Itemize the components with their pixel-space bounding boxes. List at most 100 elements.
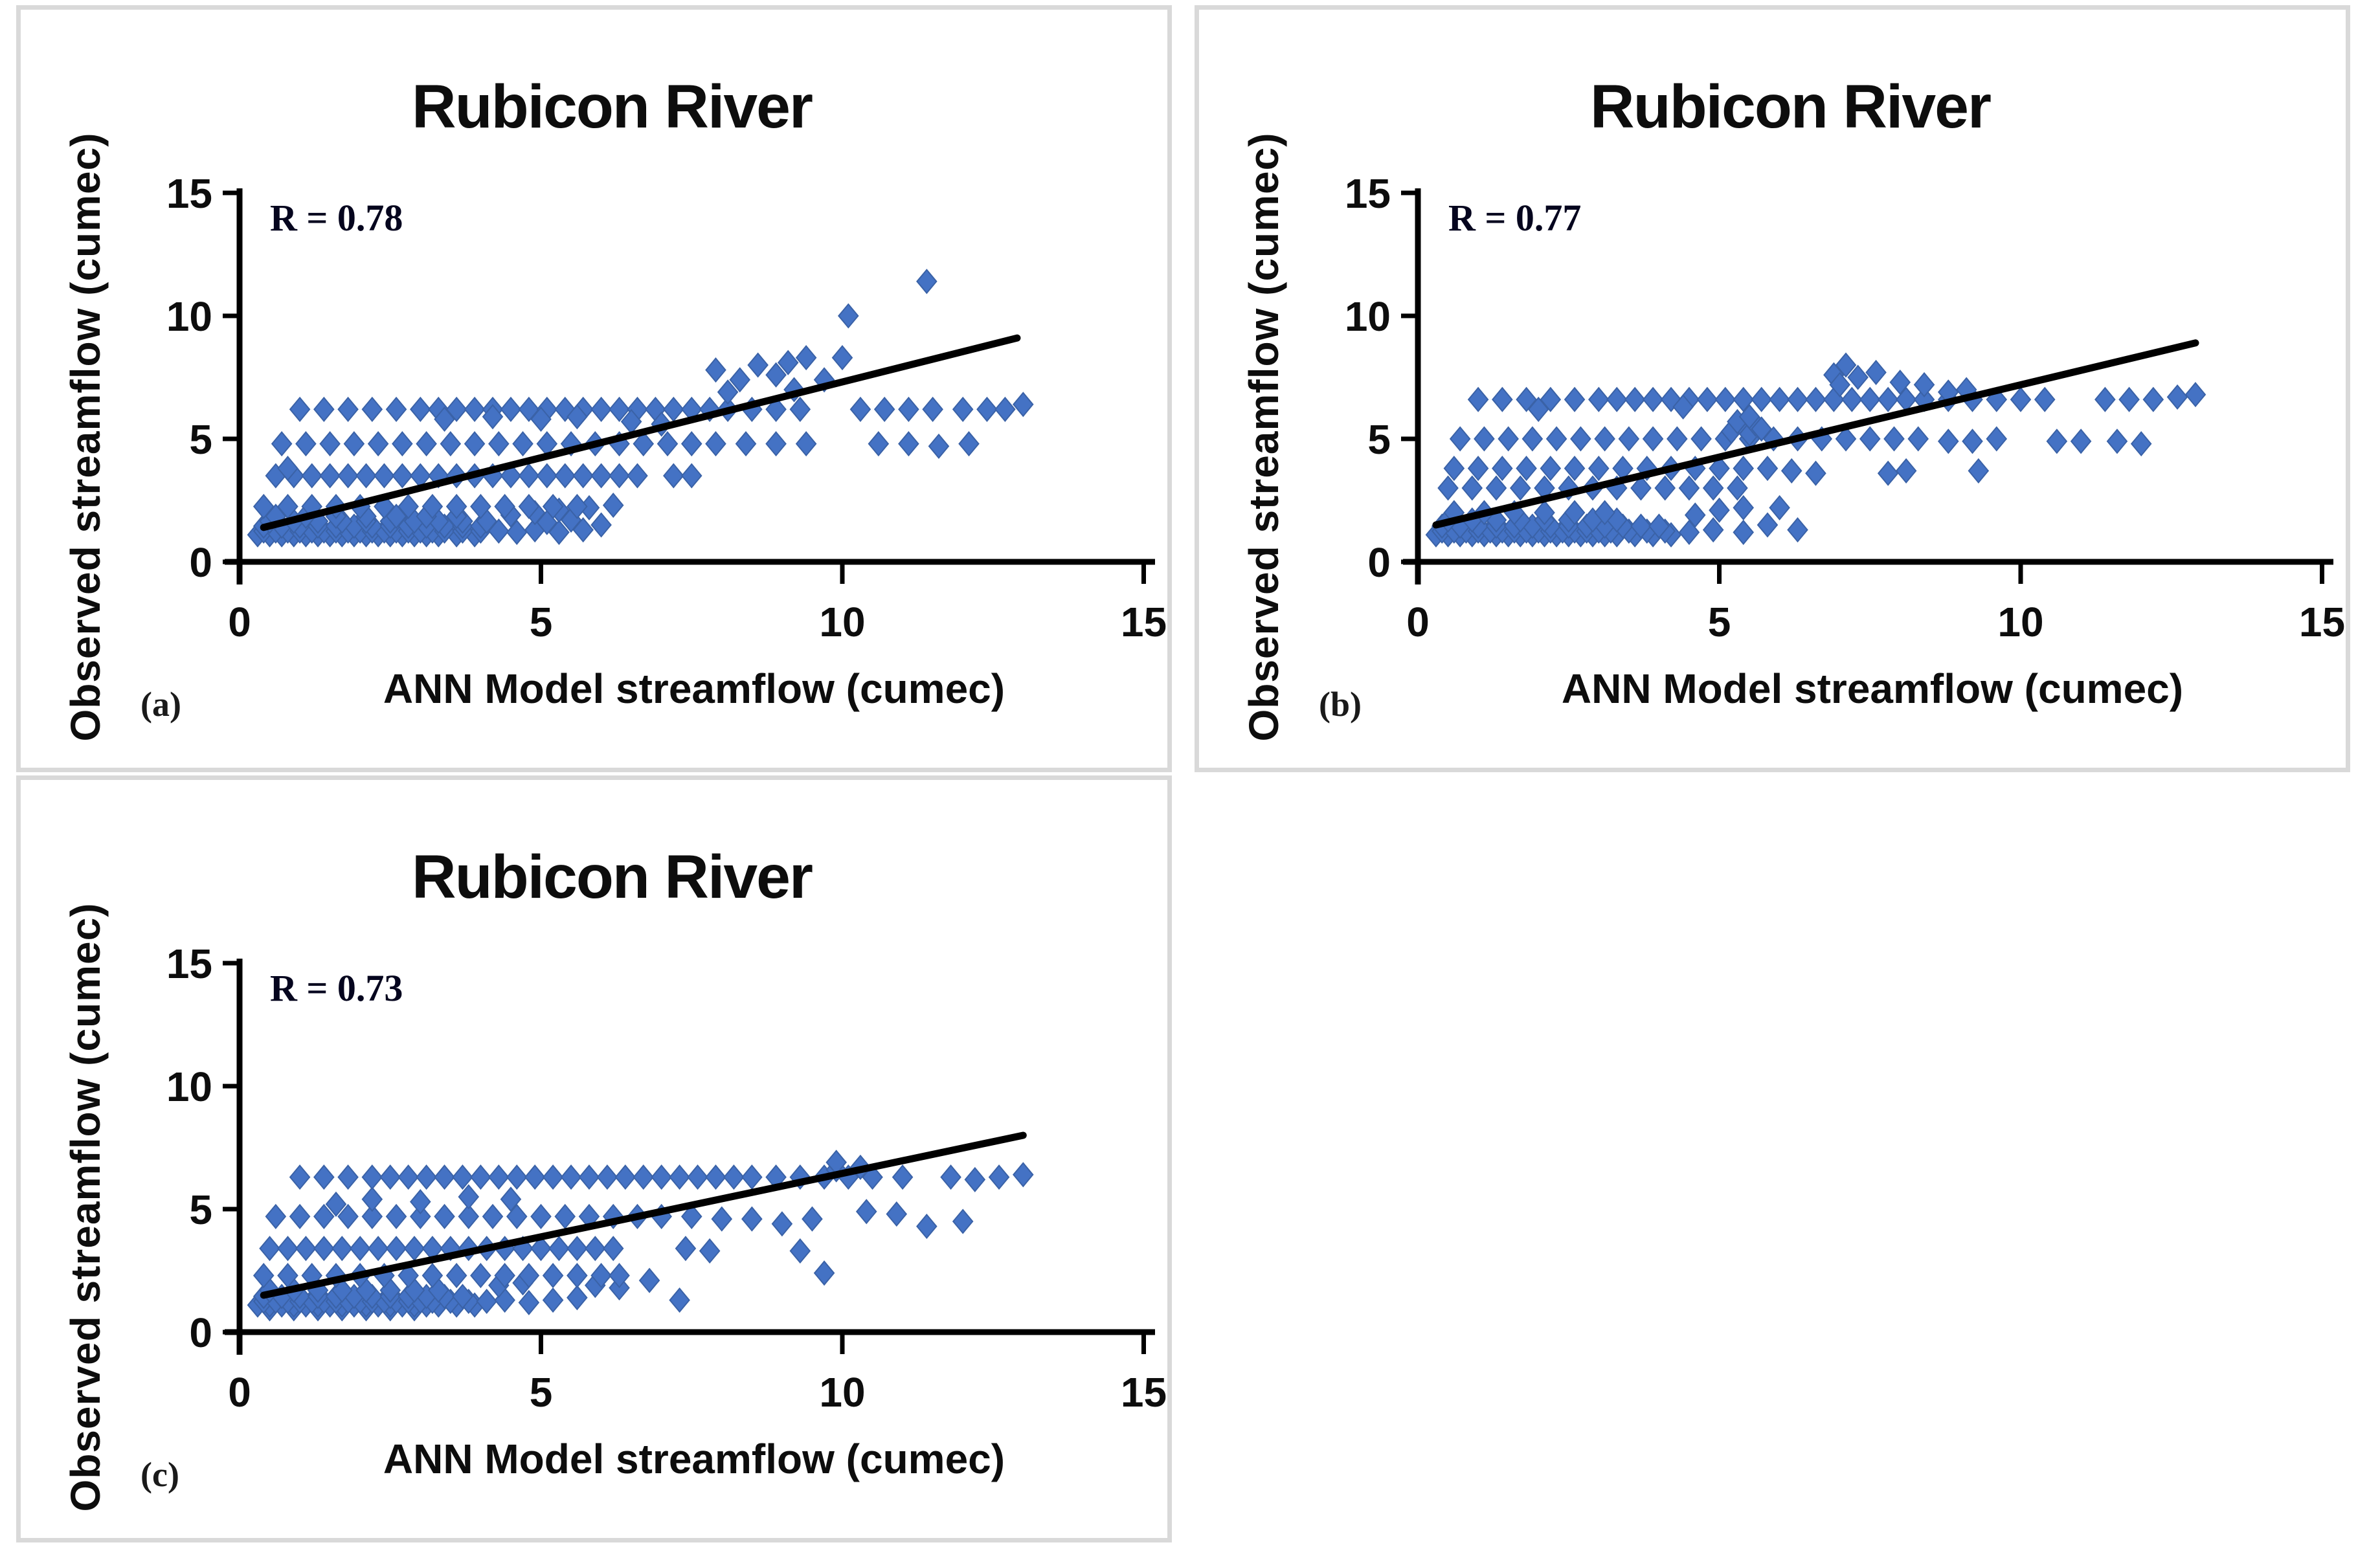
scatter-point xyxy=(651,1164,673,1190)
scatter-point xyxy=(1733,495,1755,520)
scatter-point xyxy=(567,1236,588,1262)
scatter-point xyxy=(771,1211,793,1237)
panel-a: Rubicon River Observed streamflow (cumec… xyxy=(16,5,1172,772)
scatter-point xyxy=(313,1203,335,1229)
x-axis-title: ANN Model streamflow (cumec) xyxy=(1561,665,2184,712)
scatter-point xyxy=(1986,426,2008,452)
scatter-point xyxy=(542,493,564,520)
x-axis-title: ANN Model streamflow (cumec) xyxy=(383,1436,1005,1482)
scatter-point xyxy=(747,352,769,378)
scatter-point xyxy=(1630,513,1652,539)
scatter-point xyxy=(470,493,491,520)
scatter-point xyxy=(458,1184,480,1210)
scatter-point xyxy=(319,463,341,489)
scatter-point xyxy=(705,1164,726,1190)
y-tick-label: 0 xyxy=(1367,539,1391,586)
scatter-point xyxy=(398,493,419,520)
scatter-point xyxy=(1012,392,1034,417)
scatter-point xyxy=(1865,359,1887,385)
scatter-point xyxy=(464,431,486,457)
scatter-point xyxy=(729,367,751,393)
scatter-point xyxy=(1521,426,1544,452)
scatter-point xyxy=(1751,386,1772,412)
scatter-point xyxy=(337,1203,359,1229)
scatter-point xyxy=(530,1236,552,1262)
scatter-point xyxy=(1702,517,1724,543)
scatter-point xyxy=(271,431,293,457)
scatter-point xyxy=(952,396,974,422)
scatter-point xyxy=(1757,456,1779,482)
scatter-point xyxy=(470,1164,491,1190)
scatter-point xyxy=(494,1263,515,1289)
scatter-point xyxy=(506,519,528,545)
y-tick-label: 10 xyxy=(166,1063,212,1110)
scatter-point xyxy=(1594,426,1615,452)
scatter-point xyxy=(488,431,510,457)
scatter-point xyxy=(542,1263,564,1289)
scatter-point xyxy=(361,396,383,422)
scatter-point xyxy=(2010,386,2032,412)
scatter-point xyxy=(1545,426,1567,452)
scatter-point xyxy=(1654,475,1676,501)
scatter-point xyxy=(1757,512,1779,538)
scatter-point xyxy=(440,431,462,457)
scatter-point xyxy=(1738,404,1760,430)
scatter-point xyxy=(2106,428,2128,454)
scatter-point xyxy=(409,1189,431,1215)
x-tick-label: 5 xyxy=(1708,599,1731,645)
scatter-point xyxy=(409,396,431,422)
y-tick-label: 10 xyxy=(1345,293,1391,340)
scatter-point xyxy=(1467,386,1489,412)
scatter-point xyxy=(319,431,341,457)
scatter-point xyxy=(849,396,871,422)
scatter-point xyxy=(680,1203,702,1229)
scatter-point xyxy=(1787,386,1808,412)
scatter-point xyxy=(1780,458,1802,484)
x-tick-label: 0 xyxy=(228,599,251,645)
scatter-point xyxy=(1769,386,1790,412)
scatter-point xyxy=(1733,386,1755,412)
scatter-point xyxy=(958,431,980,457)
scatter-point xyxy=(614,1164,636,1190)
scatter-plot-b: 0 5 10 15 0 5 10 15 xyxy=(1345,170,2345,645)
scatter-point xyxy=(2130,431,2152,457)
scatter-point xyxy=(711,1206,733,1232)
x-tick-label: 5 xyxy=(530,1369,553,1416)
scatter-point xyxy=(916,269,937,295)
scatter-point xyxy=(2142,386,2164,412)
x-tick-label: 0 xyxy=(1406,599,1430,645)
scatter-point xyxy=(542,1164,564,1190)
scatter-point xyxy=(337,463,359,489)
scatter-point xyxy=(1540,456,1562,482)
scatter-point xyxy=(675,1236,697,1262)
x-tick-label: 15 xyxy=(2299,599,2345,645)
scatter-point xyxy=(1678,475,1700,501)
scatter-point xyxy=(1889,370,1911,395)
scatter-point xyxy=(398,1164,419,1190)
scatter-point xyxy=(421,1263,443,1289)
scatter-point xyxy=(398,1263,419,1289)
scatter-point xyxy=(374,463,395,489)
scatter-point xyxy=(530,1203,552,1229)
scatter-point xyxy=(355,463,377,489)
scatter-point xyxy=(813,1260,835,1286)
scatter-point xyxy=(567,1263,588,1289)
scatter-point xyxy=(705,431,726,457)
x-tick-label: 5 xyxy=(530,599,553,645)
scatter-point xyxy=(560,1164,582,1190)
scatter-point xyxy=(680,431,702,457)
scatter-point xyxy=(838,303,859,329)
x-tick-label: 15 xyxy=(1121,599,1167,645)
scatter-point xyxy=(403,1236,425,1262)
y-tick-label: 15 xyxy=(166,170,212,217)
scatter-point xyxy=(602,493,624,518)
scatter-point xyxy=(385,1203,407,1229)
scatter-point xyxy=(855,1199,877,1225)
scatter-point xyxy=(1702,475,1724,501)
scatter-point xyxy=(609,396,630,422)
scatter-point xyxy=(445,1263,467,1289)
x-tick-label: 10 xyxy=(819,599,865,645)
scatter-point xyxy=(313,1236,335,1262)
scatter-point xyxy=(922,396,943,422)
y-tick-label: 10 xyxy=(166,293,212,340)
